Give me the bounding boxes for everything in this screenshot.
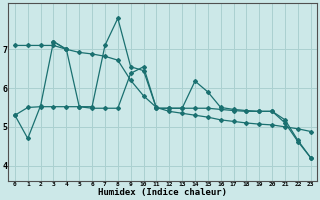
X-axis label: Humidex (Indice chaleur): Humidex (Indice chaleur) [98,188,227,197]
